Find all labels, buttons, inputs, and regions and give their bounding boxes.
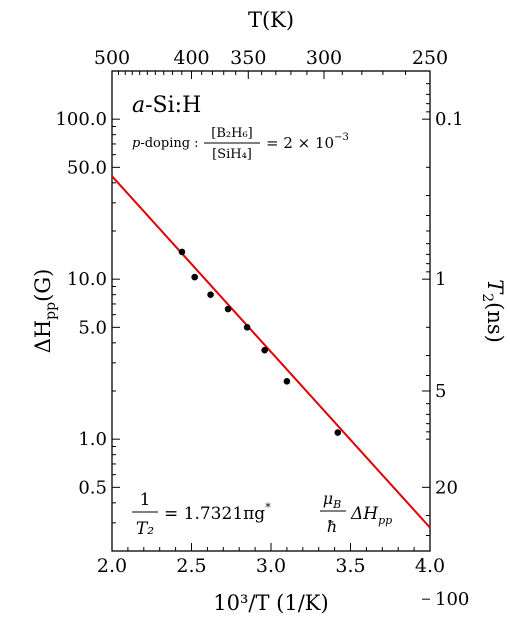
data-point	[243, 324, 251, 331]
svg-text:T₂: T₂	[136, 519, 154, 539]
data-point	[224, 305, 232, 313]
svg-text:[B₂H₆]: [B₂H₆]	[211, 126, 252, 141]
data-point	[283, 377, 291, 385]
top-x-axis: 500 400 350 300 250	[94, 47, 448, 79]
right-axis-label: T2(ns)	[479, 279, 507, 343]
left-tick-label: 0.5	[78, 477, 107, 498]
left-axis-label: ΔHpp(G)	[31, 269, 59, 354]
top-tick-label: 400	[173, 47, 209, 69]
svg-text:p-doping :: p-doping :	[132, 136, 199, 151]
right-tick-label: 1	[435, 269, 446, 290]
left-tick-label: 1.0	[78, 429, 107, 450]
material-label: a-Si:H	[132, 93, 201, 118]
svg-text:ΔHpp: ΔHpp	[350, 504, 392, 527]
bottom-tick-label: 3.0	[256, 555, 286, 577]
svg-text:1: 1	[140, 490, 151, 510]
right-tick-label: 0.1	[435, 109, 464, 130]
left-tick-label: 50.0	[67, 157, 107, 178]
formula-annotation: 1 T₂ = 1.7321πg* μB ħ ΔHpp	[132, 489, 392, 539]
right-tick-label: 20	[435, 477, 458, 498]
data-point	[207, 291, 214, 298]
bottom-tick-label: 2.0	[97, 555, 127, 577]
bottom-tick-label: 4.0	[415, 555, 445, 577]
right-tick-label: 5	[435, 381, 446, 402]
doping-annotation: p-doping : [B₂H₆] [SiH₄] = 2 × 10−3	[132, 126, 349, 162]
bottom-x-axis: 2.0 2.5 3.0 3.5 4.0	[97, 543, 445, 577]
top-axis-label: T(K)	[248, 8, 294, 32]
svg-text:ħ: ħ	[327, 517, 337, 536]
top-tick-label: 250	[412, 47, 448, 69]
top-tick-label: 350	[230, 47, 266, 69]
data-point	[334, 429, 342, 436]
svg-text:μB: μB	[323, 489, 342, 511]
bottom-tick-label: 3.5	[335, 555, 365, 577]
left-y-axis: 0.5 1.0 5.0 10.0 50.0 100.0	[55, 70, 120, 552]
top-tick-label: 500	[94, 47, 130, 69]
left-tick-label: 100.0	[55, 109, 107, 130]
data-point	[178, 248, 186, 256]
fit-line	[111, 175, 431, 529]
data-point	[191, 273, 198, 281]
data-points	[178, 248, 342, 436]
bottom-axis-label: 10³/T (1/K)	[213, 591, 328, 615]
bottom-tick-label: 2.5	[176, 555, 206, 577]
left-tick-label: 5.0	[78, 317, 107, 338]
svg-text:= 2 × 10−3: = 2 × 10−3	[266, 132, 349, 152]
right-tick-label: 100	[435, 589, 469, 610]
left-tick-label: 10.0	[67, 269, 107, 290]
right-y-axis: 0.1 1 5 20 100	[422, 83, 469, 610]
svg-text:[SiH₄]: [SiH₄]	[212, 147, 252, 162]
data-point	[261, 346, 268, 354]
svg-text:= 1.7321πg*: = 1.7321πg*	[164, 501, 271, 524]
top-tick-label: 300	[306, 47, 342, 69]
